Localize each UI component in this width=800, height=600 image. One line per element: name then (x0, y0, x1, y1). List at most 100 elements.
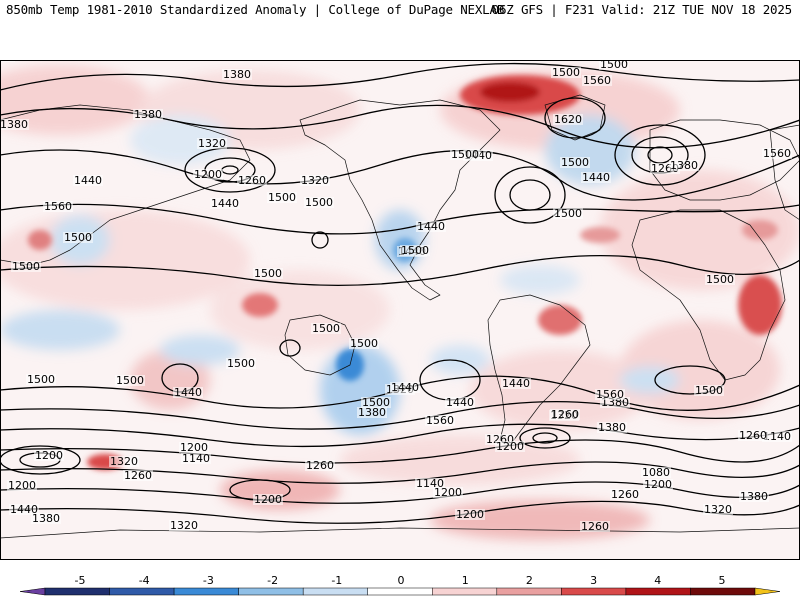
contour-label-bg (445, 397, 475, 408)
contour-label: 1380 (223, 68, 251, 81)
contour-label-bg (197, 138, 227, 149)
contour-label: 1080 (642, 466, 670, 479)
contour-label: 1380 (358, 406, 386, 419)
colorbar-ticks: -5 -4 -3 -2 -1 0 1 2 3 4 5 (75, 574, 726, 587)
contour-label-bg (400, 245, 430, 256)
contour-label: 1500 (600, 60, 628, 71)
contour-label: 1440 (174, 386, 202, 399)
colorbar-swatch (109, 587, 175, 596)
colorbar-swatch (625, 587, 691, 596)
colorbar-swatch (367, 587, 433, 596)
contour-label-bg (193, 169, 223, 180)
contour-label-bg (425, 415, 455, 426)
contour-label: 1320 (170, 519, 198, 532)
contour-label: 1500 (552, 66, 580, 79)
contour-label-bg (169, 520, 199, 531)
contour-label: 1140 (763, 430, 791, 443)
contour-label-bg (595, 389, 625, 400)
contour-label-bg (450, 149, 480, 160)
contour-label: 1440 (391, 381, 419, 394)
contour-label: 1560 (44, 200, 72, 213)
contour-label: 1440 (10, 503, 38, 516)
contour-label: 1140 (416, 477, 444, 490)
contour-label: 1500 (227, 357, 255, 370)
contour-label-bg (641, 467, 671, 478)
colorbar-tick-label: -4 (139, 574, 150, 587)
south-america-outline (487, 294, 591, 446)
contour-label: 1200 (644, 478, 672, 491)
colorbar-swatch (238, 587, 304, 596)
contour-label: 1500 (451, 148, 479, 161)
contour-label-bg (762, 148, 792, 159)
contour-label-bg (762, 431, 792, 442)
contour-label: 1500 (312, 322, 340, 335)
contour-label-bg (485, 434, 515, 445)
contour-label-bg (31, 513, 61, 524)
contour-label: 1560 (596, 388, 624, 401)
contour-label: 1380 (740, 490, 768, 503)
contour-label-bg (390, 382, 420, 393)
contour-label: 1500 (561, 156, 589, 169)
contour-label-bg (222, 69, 252, 80)
contour-label: 1260 (238, 174, 266, 187)
contour-label: 1260 (306, 459, 334, 472)
colorbar-tick-label: 0 (398, 574, 405, 587)
colorbar-tick-label: -2 (267, 574, 278, 587)
contour-label-bg (551, 67, 581, 78)
contour-label: 1440 (582, 171, 610, 184)
contour-label-bg (73, 175, 103, 186)
north-america-outline (299, 99, 501, 301)
contour-label: 1380 (32, 512, 60, 525)
run-valid-time: 06Z GFS | F231 Valid: 21Z TUE NOV 18 202… (491, 2, 793, 17)
colorbar-tick-label: -1 (331, 574, 342, 587)
colorbar-tick-label: 4 (654, 574, 661, 587)
asia-outline (0, 104, 251, 266)
asia-east-outline (769, 124, 800, 221)
contour-label-bg (501, 378, 531, 389)
contour-label: 1320 (301, 174, 329, 187)
colorbar-swatch (496, 587, 562, 596)
contour-label-bg (455, 509, 485, 520)
contour-label-bg (133, 109, 163, 120)
contour-label-bg (553, 114, 583, 125)
contour-label: 1500 (350, 337, 378, 350)
contour-label-bg (349, 338, 379, 349)
contour-label-bg (237, 175, 267, 186)
contour-label-bg (580, 521, 610, 532)
contour-label-bg (109, 456, 139, 467)
contour-label: 1380 (134, 108, 162, 121)
contour-label: 1500 (554, 207, 582, 220)
contour-label: 1380 (670, 159, 698, 172)
contour-label-bg (694, 385, 724, 396)
australia-outline (284, 314, 356, 376)
contour-label-bg (34, 450, 64, 461)
contour-label: 1260 (551, 408, 579, 421)
contour-label-bg (581, 172, 611, 183)
contour-label: 1560 (763, 147, 791, 160)
contour-label: 1620 (554, 113, 582, 126)
contour-label-bg (705, 274, 735, 285)
contour-label-bg (43, 201, 73, 212)
colorbar-tick-label: -3 (203, 574, 214, 587)
contour-label: 1560 (426, 414, 454, 427)
colorbar-swatch (690, 587, 756, 596)
contour-label-bg (63, 232, 93, 243)
contour-label-bg (210, 198, 240, 209)
contour-label-bg (599, 60, 629, 70)
contour-label: 1560 (583, 74, 611, 87)
contour-label: 1500 (116, 374, 144, 387)
contour-label: 1200 (35, 449, 63, 462)
contour-label: 1380 (0, 118, 28, 131)
contour-label-bg (0, 119, 29, 130)
contour-label: 1440 (446, 396, 474, 409)
contour-label-bg (304, 197, 334, 208)
colorbar-tick-label: 5 (719, 574, 726, 587)
contour-label-bg (115, 375, 145, 386)
europe-outline (649, 119, 800, 201)
contour-label: 1320 (198, 137, 226, 150)
contour-label: 1320 (704, 503, 732, 516)
contour-label-bg (738, 430, 768, 441)
contour-label: 1500 (695, 384, 723, 397)
colorbar-swatches (19, 587, 781, 596)
contour-label: 1440 (74, 174, 102, 187)
